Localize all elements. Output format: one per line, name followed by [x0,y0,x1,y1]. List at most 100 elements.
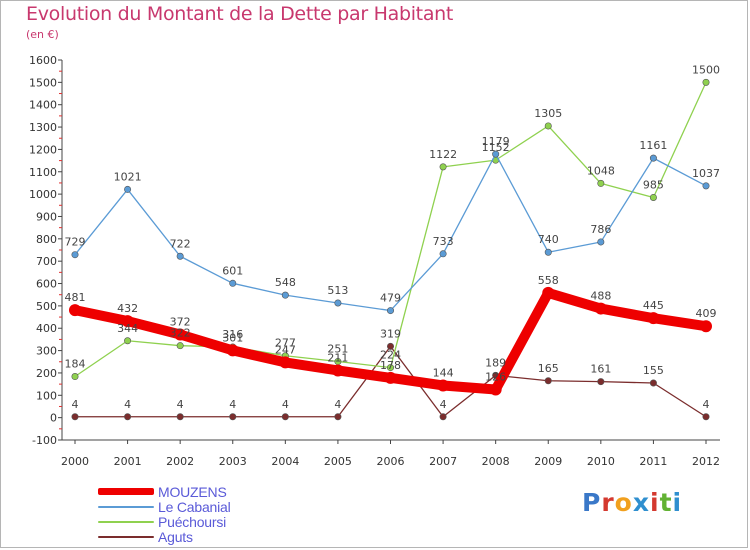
data-label-puechoursi: 985 [643,178,664,191]
data-label-aguts: 319 [380,327,401,340]
data-label-le-cabanial: 513 [327,284,348,297]
x-tick-label: 2007 [429,455,457,468]
x-tick-label: 2002 [166,455,194,468]
x-tick-label: 2001 [114,455,142,468]
data-label-mouzens: 178 [380,359,401,372]
logo-letter: i [672,488,683,517]
y-tick-label: 600 [36,278,57,291]
y-tick-label: 100 [36,389,57,402]
data-point-mouzens [384,371,397,384]
data-label-aguts: 4 [72,398,79,411]
data-label-puechoursi: 344 [117,322,138,335]
x-tick-label: 2011 [639,455,667,468]
data-label-aguts: 4 [124,398,131,411]
data-point-aguts [124,413,132,421]
legend-item-puechoursi: Puéchoursi [98,513,231,530]
data-label-aguts: 4 [703,398,710,411]
data-label-puechoursi: 322 [170,327,191,340]
data-label-aguts: 155 [643,364,664,377]
y-tick-label: 700 [36,255,57,268]
data-point-le-cabanial [597,238,605,246]
data-label-mouzens: 488 [590,290,611,303]
data-label-le-cabanial: 1021 [114,170,142,183]
chart-subtitle: (en €) [26,28,59,41]
legend-swatch-aguts [98,535,154,538]
x-tick-label: 2005 [324,455,352,468]
data-label-puechoursi: 277 [275,337,296,350]
logo-letter: r [601,488,615,517]
legend-swatch-le-cabanial [98,505,154,508]
data-label-puechoursi: 1048 [587,164,615,177]
legend-item-le-cabanial: Le Cabanial [98,498,231,515]
x-tick-label: 2006 [377,455,405,468]
data-point-aguts [71,413,79,421]
data-label-mouzens: 144 [433,366,454,379]
data-label-aguts: 4 [229,398,236,411]
data-label-le-cabanial: 548 [275,276,296,289]
data-point-aguts [597,378,605,386]
data-label-le-cabanial: 479 [380,292,401,305]
data-point-aguts [439,413,447,421]
data-label-le-cabanial: 1161 [639,139,667,152]
series-layer [69,78,712,421]
y-tick-label: 1000 [29,188,57,201]
data-label-mouzens: 558 [538,274,559,287]
data-point-le-cabanial [281,291,289,299]
data-point-le-cabanial [492,150,500,158]
data-label-mouzens: 247 [275,343,296,356]
data-point-le-cabanial [229,279,237,287]
data-point-aguts [229,413,237,421]
y-tick-label: 1300 [29,121,57,134]
data-point-puechoursi [124,337,132,345]
series-line-le-cabanial [74,153,707,312]
legend-item-aguts: Aguts [98,529,231,545]
data-point-le-cabanial [649,154,657,162]
data-label-le-cabanial: 733 [433,235,454,248]
data-point-mouzens [69,304,81,317]
data-point-mouzens [279,356,292,369]
data-label-aguts: 161 [590,363,611,376]
data-label-mouzens: 126 [485,370,506,383]
y-tick-label: 900 [36,210,57,223]
data-label-mouzens: 372 [170,315,191,328]
data-label-puechoursi: 316 [222,328,243,341]
data-label-mouzens: 445 [643,299,664,312]
data-point-puechoursi [439,163,447,171]
data-label-mouzens: 409 [696,307,717,320]
x-tick-label: 2004 [271,455,299,468]
data-label-mouzens: 432 [117,302,138,315]
data-label-mouzens: 301 [222,331,243,344]
data-point-puechoursi [386,364,394,372]
data-label-puechoursi: 1305 [534,107,562,120]
data-point-aguts [386,342,394,350]
data-label-mouzens: 211 [327,351,348,364]
data-label-puechoursi: 184 [65,358,86,371]
y-tick-label: 1100 [29,166,57,179]
y-tick-label: 1500 [29,76,57,89]
data-label-aguts: 165 [538,362,559,375]
x-tick-label: 2012 [692,455,720,468]
legend-swatch-puechoursi [98,520,154,523]
data-point-le-cabanial [71,251,79,259]
x-tick-label: 2010 [587,455,615,468]
data-point-mouzens [174,328,187,341]
data-point-mouzens [331,364,344,377]
legend-swatch-mouzens [98,488,154,495]
logo-letter: o [614,488,633,517]
data-point-mouzens [647,312,660,325]
data-label-puechoursi: 251 [327,343,348,356]
data-label-aguts: 4 [177,398,184,411]
data-point-le-cabanial [386,307,394,315]
data-point-le-cabanial [702,182,710,190]
data-label-aguts: 4 [440,398,447,411]
data-label-aguts: 4 [282,398,289,411]
x-tick-label: 2008 [482,455,510,468]
x-tick-label: 2000 [61,455,89,468]
y-tick-label: 1400 [29,99,57,112]
legend-label-puechoursi: Puéchoursi [158,513,227,530]
legend-label-le-cabanial: Le Cabanial [158,498,231,515]
y-tick-label: 1200 [29,143,57,156]
data-label-le-cabanial: 1037 [692,167,720,180]
